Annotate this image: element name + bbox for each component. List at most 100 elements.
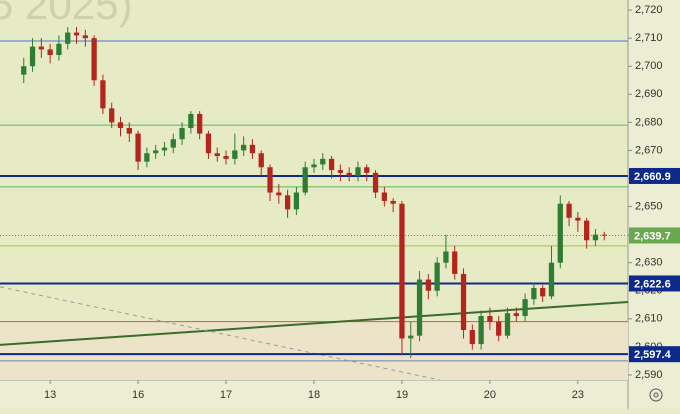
candle-body <box>399 203 405 339</box>
y-tick-label: 2,610 <box>635 313 663 325</box>
candle-body <box>82 35 88 39</box>
y-axis-bg <box>628 0 680 409</box>
plot <box>0 26 628 380</box>
candle-body <box>153 150 159 154</box>
candle-body <box>197 113 203 134</box>
candle-body <box>65 32 71 44</box>
candle-body <box>443 251 449 263</box>
candle-body <box>496 321 502 336</box>
candle-body <box>531 287 537 300</box>
x-tick-label: 17 <box>220 389 232 401</box>
price-badge <box>629 167 680 184</box>
price-badge-label: 2,639.7 <box>634 230 671 242</box>
candle-body <box>522 299 528 317</box>
price-badge-label: 2,622.6 <box>634 278 671 290</box>
candle-body <box>355 167 361 176</box>
candle-body <box>267 167 273 193</box>
x-tick-label: 20 <box>484 389 496 401</box>
candle-body <box>21 66 27 75</box>
lower-zone <box>0 321 628 380</box>
candle-body <box>109 108 115 123</box>
x-tick-label: 13 <box>44 389 56 401</box>
candle-body <box>117 122 124 128</box>
candle-body <box>575 217 581 221</box>
candle-body <box>293 192 300 210</box>
candle-body <box>214 153 220 157</box>
x-axis-bg <box>0 380 628 409</box>
watermark: 5 2025) <box>0 0 132 28</box>
y-tick-label: 2,690 <box>635 88 663 100</box>
candle-body <box>469 330 475 345</box>
price-badge-label: 2,660.9 <box>634 171 671 183</box>
y-tick-label: 2,720 <box>635 4 663 16</box>
candle-body <box>100 80 106 109</box>
candle-body <box>566 203 572 218</box>
candle-body <box>346 172 352 176</box>
y-tick-label: 2,590 <box>635 369 663 381</box>
candle-body <box>504 313 511 336</box>
candle-body <box>328 158 335 171</box>
candle-body <box>434 262 440 291</box>
candle-body <box>284 195 291 210</box>
candle-body <box>540 287 546 297</box>
y-tick-label: 2,670 <box>635 144 663 156</box>
candle-body <box>29 46 36 67</box>
trend-line <box>0 286 440 380</box>
x-tick-label: 16 <box>132 389 144 401</box>
candle-body <box>205 133 212 154</box>
candle-body <box>337 170 344 173</box>
candle-body <box>135 133 141 162</box>
candle-body <box>161 147 168 151</box>
y-tick-label: 2,710 <box>635 32 663 44</box>
candle-body <box>513 313 519 317</box>
candle-body <box>390 200 396 204</box>
candle-body <box>548 262 555 297</box>
x-tick-label: 19 <box>396 389 408 401</box>
price-badge <box>629 275 680 292</box>
y-tick-label: 2,700 <box>635 60 663 72</box>
price-badge <box>629 227 680 244</box>
plot-bg <box>0 0 628 380</box>
candle-body <box>601 234 607 236</box>
candle-body <box>240 144 247 151</box>
candle-body <box>381 192 388 201</box>
candle-body <box>38 46 44 50</box>
settings-icon[interactable] <box>649 388 663 402</box>
candle-body <box>258 153 264 168</box>
candle-body <box>364 167 370 173</box>
y-tick-label: 2,650 <box>635 200 663 212</box>
candle-body <box>126 127 132 134</box>
candle-body <box>232 150 238 159</box>
candle-body <box>73 32 80 36</box>
candle-body <box>91 38 97 81</box>
candle-body <box>487 316 493 322</box>
candle-body <box>302 167 308 193</box>
y-tick-label: 2,680 <box>635 116 663 128</box>
x-tick-label: 23 <box>572 389 584 401</box>
candle-body <box>179 127 185 140</box>
candle-body <box>188 113 194 128</box>
candle-body <box>478 316 484 345</box>
price-badge-label: 2,597.4 <box>634 349 672 361</box>
candle-body <box>144 153 150 162</box>
candle-body <box>311 164 317 168</box>
price-badge <box>629 346 680 363</box>
candle-body <box>372 172 379 193</box>
candle-body <box>320 158 326 165</box>
y-tick-label: 2,630 <box>635 257 663 269</box>
candle-body <box>416 279 423 336</box>
candle-body <box>249 144 256 154</box>
candle-body <box>47 49 53 56</box>
candle-body <box>56 43 62 56</box>
candle-body <box>408 335 414 339</box>
candle-body <box>592 234 599 241</box>
candle-body <box>276 192 282 196</box>
x-tick-label: 18 <box>308 389 320 401</box>
candle-body <box>557 203 563 263</box>
candle-body <box>452 251 458 274</box>
candle-body <box>584 220 590 241</box>
candle-body <box>223 156 229 159</box>
candle-body <box>425 279 431 291</box>
